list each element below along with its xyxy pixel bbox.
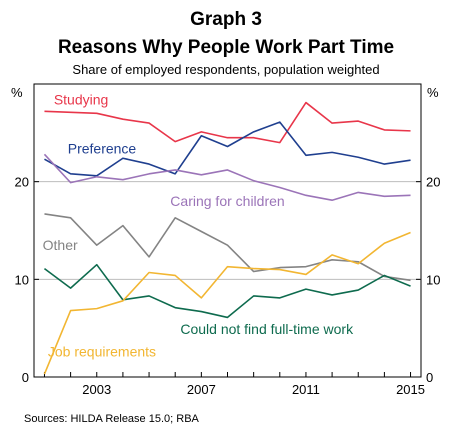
x-tick-label: 2015 bbox=[396, 382, 425, 397]
y-tick-label-left: 0 bbox=[22, 370, 29, 385]
series-label: Other bbox=[43, 237, 78, 253]
x-tick-label: 2007 bbox=[187, 382, 216, 397]
chart-title: Graph 3 bbox=[190, 9, 262, 30]
x-tick-label: 2003 bbox=[82, 382, 111, 397]
y-tick-label-left: 20 bbox=[15, 175, 29, 190]
chart-subtitle: Reasons Why People Work Part Time bbox=[58, 37, 394, 58]
series-label: Job requirements bbox=[48, 343, 156, 359]
series-line bbox=[44, 213, 411, 282]
y-tick-label-right: 20 bbox=[426, 175, 440, 190]
y-tick-label-left: 10 bbox=[15, 272, 29, 287]
series-line bbox=[44, 101, 411, 144]
series-label: Preference bbox=[68, 140, 137, 156]
source-note: Sources: HILDA Release 15.0; RBA bbox=[24, 413, 200, 425]
series-line bbox=[43, 263, 411, 319]
y-axis-unit-right: % bbox=[427, 85, 439, 100]
series-line bbox=[44, 121, 411, 177]
chart-note: Share of employed respondents, populatio… bbox=[72, 62, 379, 77]
y-tick-label-right: 0 bbox=[426, 370, 433, 385]
series-line bbox=[43, 153, 411, 202]
series-label: Studying bbox=[54, 92, 108, 108]
y-tick-label-right: 10 bbox=[426, 272, 440, 287]
series-line bbox=[43, 231, 411, 375]
y-axis-unit-left: % bbox=[11, 85, 23, 100]
series-label: Could not find full-time work bbox=[180, 321, 354, 337]
x-tick-label: 2011 bbox=[292, 382, 320, 397]
series-label: Caring for children bbox=[170, 193, 284, 209]
